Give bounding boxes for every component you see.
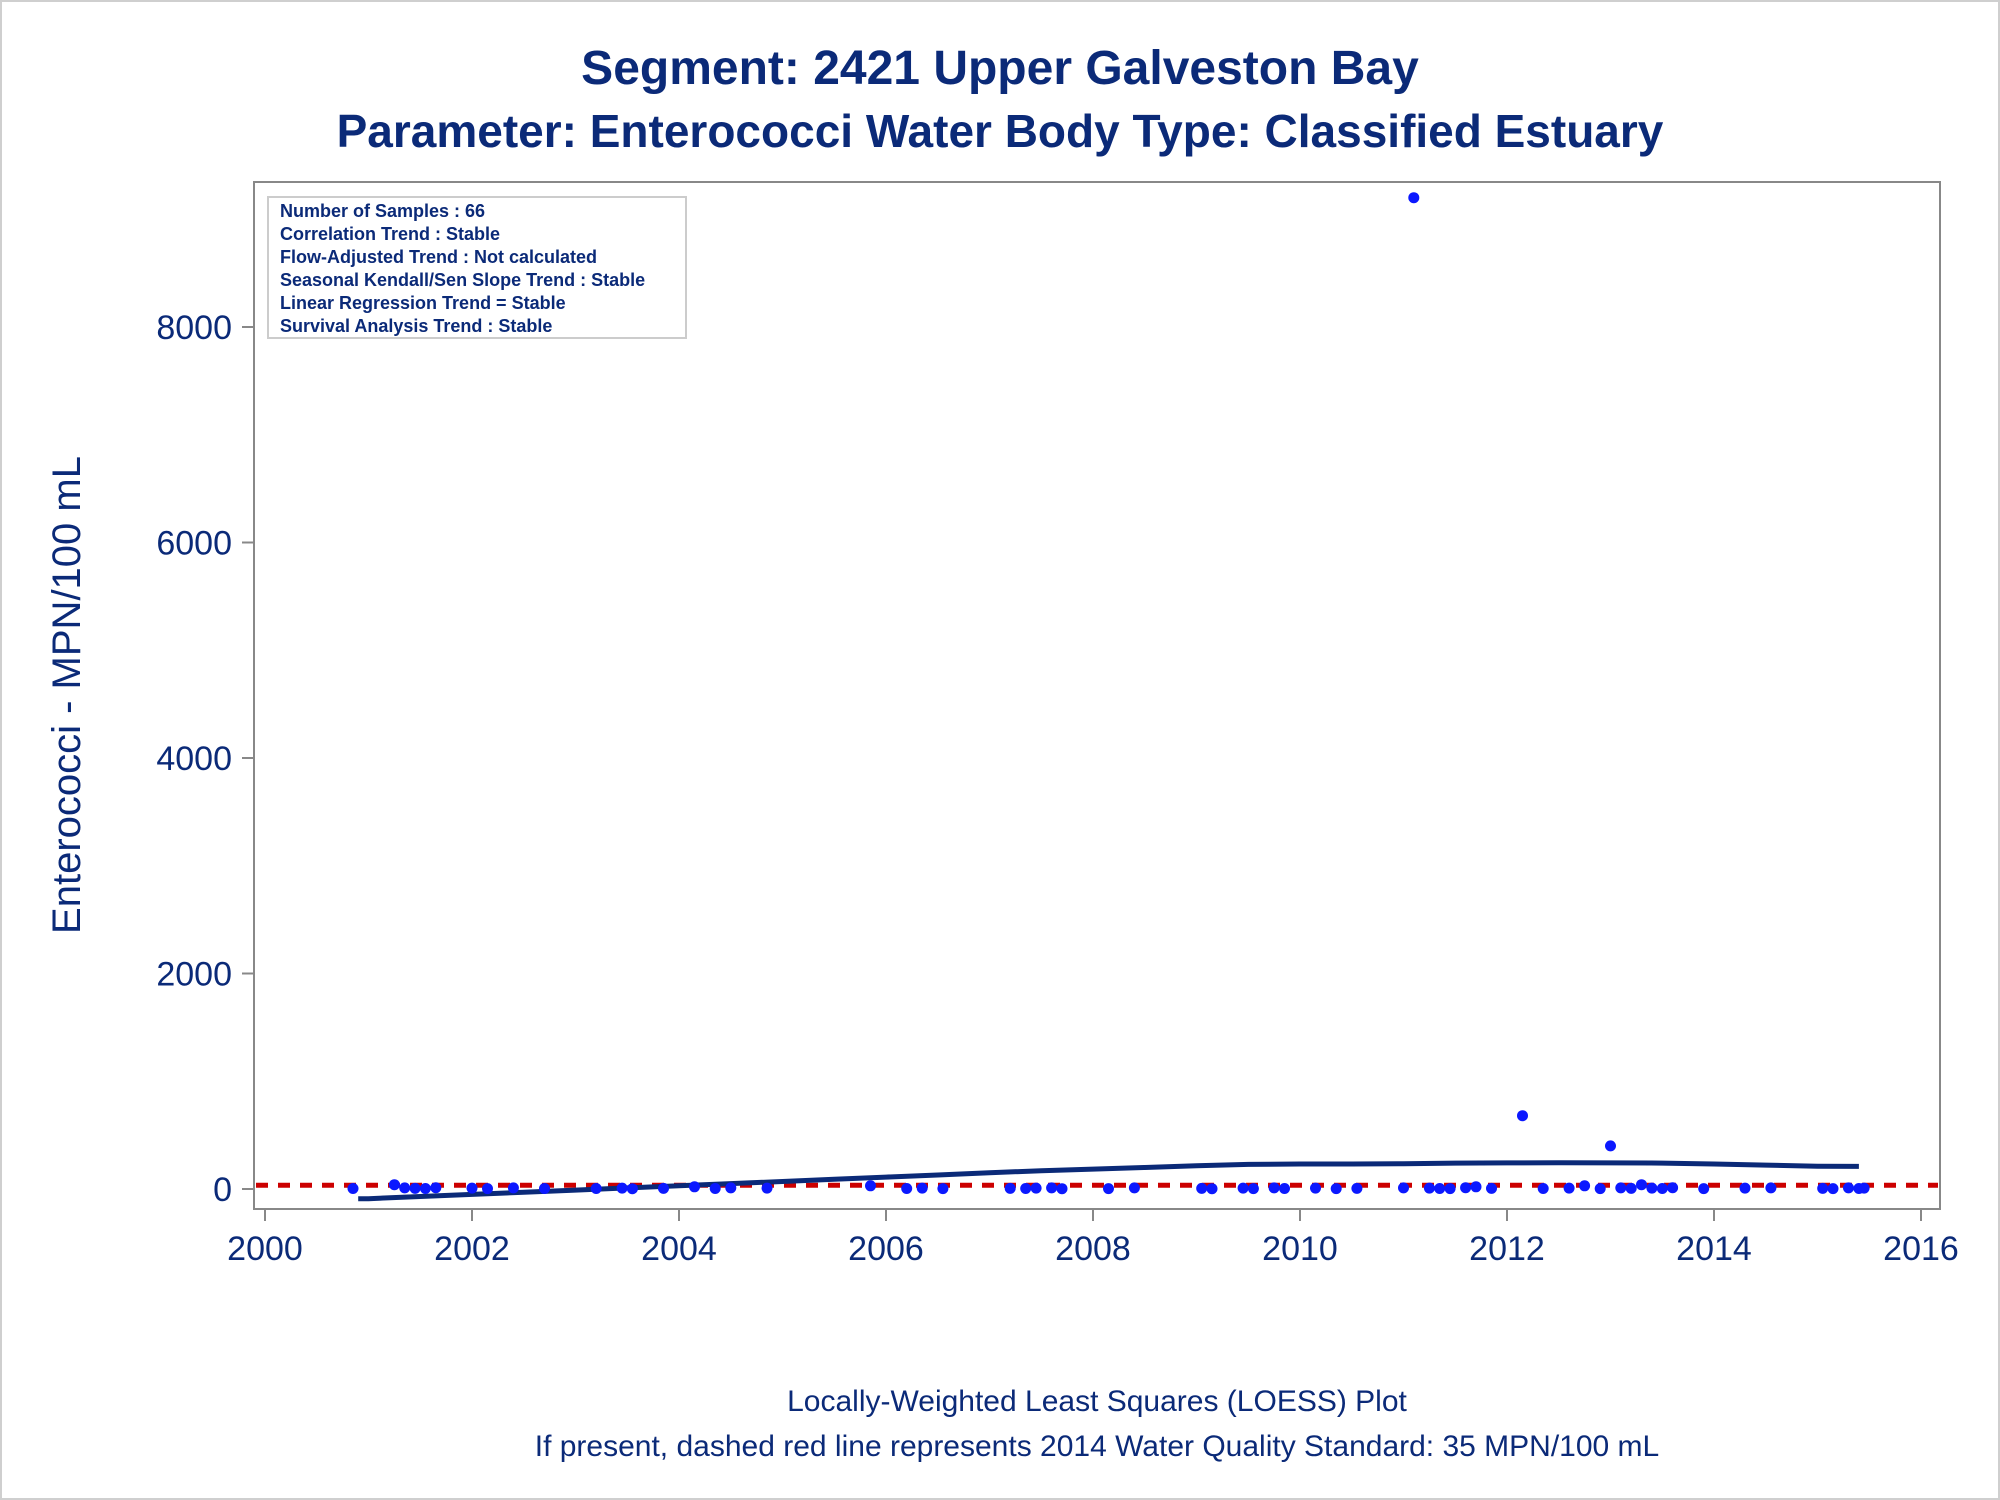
data-point	[1517, 1110, 1528, 1122]
data-point	[1667, 1182, 1679, 1194]
stats-line: Seasonal Kendall/Sen Slope Trend : Stabl…	[280, 270, 645, 290]
data-point	[689, 1181, 700, 1193]
data-point	[1330, 1183, 1342, 1195]
data-point	[1615, 1182, 1627, 1194]
x-tick-label: 2016	[1883, 1230, 1959, 1268]
data-points	[347, 192, 1870, 1195]
stats-line: Flow-Adjusted Trend : Not calculated	[280, 247, 597, 267]
stats-line: Survival Analysis Trend : Stable	[280, 316, 552, 336]
data-point	[1460, 1182, 1472, 1194]
data-point	[709, 1183, 721, 1194]
data-point	[1434, 1183, 1446, 1194]
data-point	[1444, 1183, 1456, 1195]
x-axis: 2000 2002 2004 2006 2008 2010 2012 2014 2016	[227, 1209, 1959, 1268]
data-point	[1765, 1182, 1777, 1194]
data-point	[1046, 1182, 1058, 1194]
data-point	[1537, 1183, 1549, 1194]
data-point	[1625, 1182, 1637, 1194]
x-tick-label: 2000	[227, 1230, 303, 1268]
data-point	[1486, 1182, 1497, 1194]
data-point	[1579, 1180, 1591, 1192]
data-point	[1843, 1182, 1854, 1194]
data-point	[482, 1183, 493, 1195]
loess-line	[358, 1160, 1859, 1202]
data-point	[1563, 1182, 1575, 1194]
x-tick-label: 2014	[1676, 1230, 1752, 1268]
data-point	[399, 1182, 411, 1194]
data-point	[1739, 1182, 1751, 1194]
stats-line: Correlation Trend : Stable	[280, 224, 500, 244]
data-point	[1103, 1183, 1114, 1195]
stats-line: Number of Samples : 66	[280, 201, 485, 221]
data-point	[590, 1183, 602, 1194]
data-point	[865, 1180, 876, 1192]
data-point	[658, 1182, 669, 1194]
y-tick-label: 6000	[156, 525, 232, 563]
data-point	[430, 1182, 442, 1194]
data-point	[466, 1182, 478, 1194]
data-point	[725, 1182, 737, 1194]
y-tick-label: 2000	[156, 956, 232, 994]
x-tick-label: 2006	[848, 1230, 924, 1268]
data-point	[616, 1182, 628, 1194]
data-point	[388, 1179, 400, 1191]
data-point	[1247, 1183, 1259, 1195]
data-point	[1004, 1182, 1016, 1194]
data-point	[1268, 1182, 1280, 1194]
x-tick-label: 2008	[1055, 1230, 1131, 1268]
data-point	[1279, 1183, 1290, 1194]
data-point	[1310, 1182, 1321, 1194]
data-point	[1056, 1183, 1068, 1195]
footer-line-2: If present, dashed red line represents 2…	[535, 1430, 1660, 1463]
stats-line: Linear Regression Trend = Stable	[280, 293, 566, 313]
data-point	[507, 1182, 519, 1194]
data-point	[901, 1183, 913, 1194]
y-tick-label: 0	[213, 1171, 232, 1209]
data-point	[1020, 1183, 1032, 1194]
data-point	[1827, 1183, 1839, 1195]
data-point	[916, 1182, 928, 1194]
footer-line-1: Locally-Weighted Least Squares (LOESS) P…	[787, 1385, 1407, 1418]
data-point	[1636, 1179, 1647, 1191]
chart-subtitle: Parameter: Enterococci Water Body Type: …	[337, 105, 1664, 157]
data-point	[347, 1183, 359, 1194]
stats-box-border	[267, 196, 687, 339]
data-point	[937, 1183, 949, 1195]
stats-box: Number of Samples : 66 Correlation Trend …	[267, 196, 687, 339]
chart-title: Segment: 2421 Upper Galveston Bay	[581, 42, 1419, 95]
data-point	[539, 1183, 550, 1194]
data-point	[1605, 1140, 1616, 1152]
plot-area	[253, 181, 1941, 1210]
data-point	[1030, 1182, 1042, 1194]
y-tick-label: 8000	[156, 309, 232, 347]
x-tick-label: 2002	[434, 1230, 510, 1268]
data-point	[1196, 1182, 1208, 1194]
y-axis-label: Enterococci - MPN/100 mL	[45, 456, 89, 934]
data-point	[1237, 1182, 1249, 1194]
data-point	[1351, 1182, 1363, 1194]
data-point	[1858, 1182, 1870, 1194]
data-point	[1408, 192, 1420, 204]
data-point	[1594, 1183, 1606, 1195]
data-point	[761, 1182, 773, 1194]
data-point	[1817, 1182, 1829, 1194]
x-tick-label: 2012	[1469, 1230, 1545, 1268]
data-point	[626, 1183, 638, 1195]
data-point	[1128, 1182, 1140, 1194]
y-axis: 0 2000 4000 6000 8000	[156, 309, 254, 1209]
data-point	[419, 1183, 431, 1194]
data-point	[1656, 1183, 1668, 1194]
x-tick-label: 2004	[641, 1230, 717, 1268]
data-point	[1698, 1183, 1710, 1195]
data-point	[1646, 1182, 1658, 1194]
data-point	[409, 1182, 421, 1194]
data-point	[1398, 1182, 1409, 1194]
y-tick-label: 4000	[156, 740, 232, 778]
x-tick-label: 2010	[1262, 1230, 1338, 1268]
data-point	[1423, 1182, 1435, 1194]
data-point	[1470, 1181, 1482, 1193]
data-point	[1206, 1183, 1218, 1195]
